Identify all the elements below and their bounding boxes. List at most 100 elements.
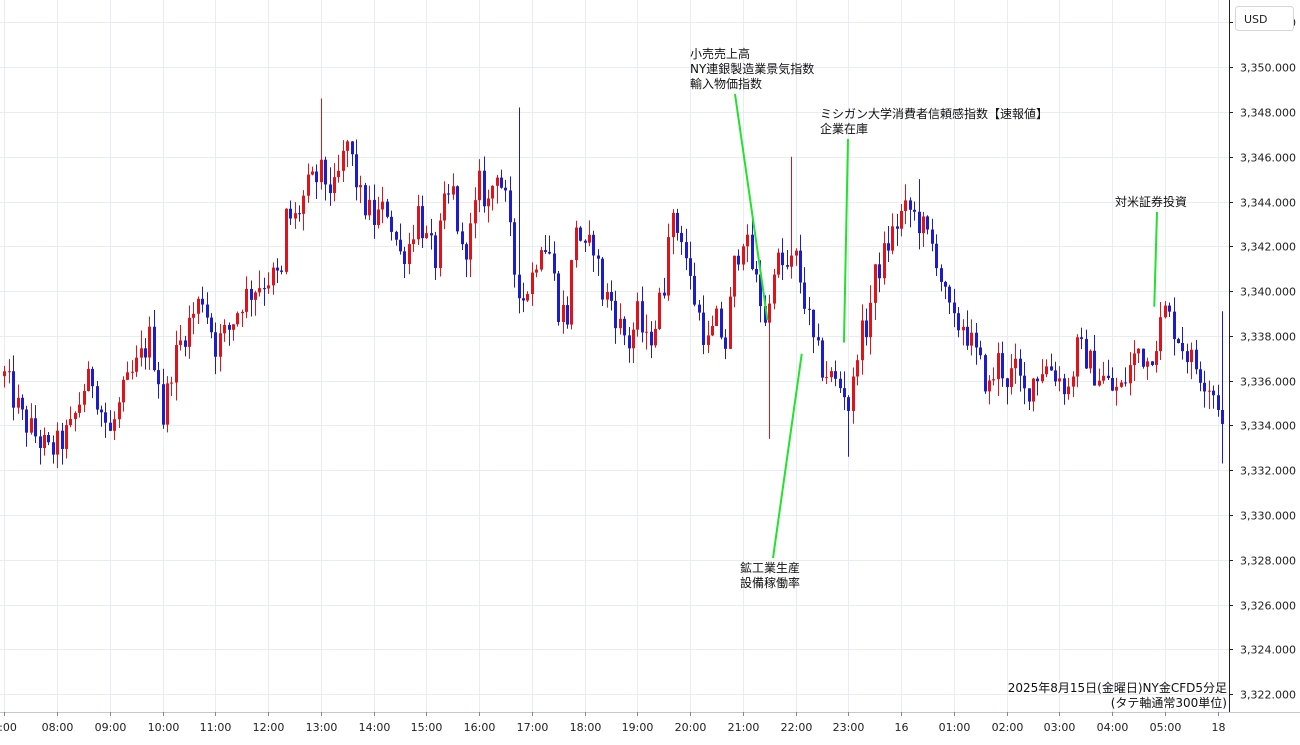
candle [1217, 384, 1220, 417]
candle-body [1063, 378, 1066, 395]
candle-body [755, 268, 758, 275]
candle-body [975, 332, 978, 348]
candle-body [689, 258, 692, 276]
candle [1111, 367, 1114, 392]
candle-body [1067, 386, 1070, 395]
candle-body [1045, 366, 1048, 375]
currency-unit-label: USD [1244, 13, 1268, 26]
candle [944, 280, 947, 300]
candle-body [126, 372, 129, 380]
candle [817, 323, 820, 346]
candle-body [228, 324, 231, 330]
candle-body [1115, 386, 1118, 391]
candle-body [434, 235, 437, 269]
candle [1080, 327, 1083, 350]
candle-body [56, 430, 59, 455]
candle-body [39, 436, 42, 448]
candle-body [597, 255, 600, 259]
candle-body [408, 244, 411, 265]
candle-body [78, 404, 81, 413]
candle-body [30, 418, 33, 433]
candle [1164, 301, 1167, 319]
candle-body [232, 324, 235, 330]
candle [491, 185, 494, 211]
candle-body [118, 402, 121, 420]
candle [474, 187, 477, 239]
candle-body [241, 311, 244, 314]
candle [1063, 373, 1066, 405]
candle-body [645, 331, 648, 333]
candle-body [948, 286, 951, 303]
candle-body [869, 302, 872, 338]
candle-body [91, 368, 94, 387]
candle [214, 322, 217, 375]
candle-body [557, 273, 560, 323]
candle-body [654, 328, 657, 346]
candle [737, 249, 740, 271]
candle-body [214, 332, 217, 357]
candle-body [737, 255, 740, 265]
time-tick-label: 03:00 [1044, 721, 1076, 734]
candle-body [267, 285, 270, 289]
candle-body [483, 170, 486, 207]
candle [606, 283, 609, 308]
currency-unit-button[interactable]: USD [1235, 6, 1294, 31]
candle [298, 205, 301, 222]
candle-body [997, 353, 1000, 380]
candle [1058, 366, 1061, 392]
time-tick-label: 18 [1212, 721, 1226, 734]
candle [685, 228, 688, 271]
candle-body [443, 193, 446, 221]
candle-body [245, 288, 248, 312]
candle [909, 197, 912, 228]
candle-body [390, 216, 393, 232]
candle [122, 376, 125, 412]
candle-body [970, 332, 973, 346]
candle [425, 225, 428, 239]
candle-body [355, 154, 358, 188]
time-axis[interactable]: 7:00 08:00 09:00 10:00 11:00 12:00 13:00 14:00 1… [0, 712, 1226, 734]
candle-body [575, 227, 578, 261]
candle [118, 397, 121, 428]
candle [935, 234, 938, 276]
candle-body [803, 282, 806, 309]
annotation-pointer [842, 138, 849, 343]
candle [351, 140, 354, 167]
candle-body [865, 320, 868, 338]
candle [979, 340, 982, 360]
candle [926, 215, 929, 235]
candle-body [781, 252, 784, 266]
candle [667, 223, 670, 301]
candle [900, 203, 903, 237]
candle [126, 361, 129, 381]
candle [504, 179, 507, 202]
annotation-line: ミシガン大学消費者信頼感指数【速報値】 [820, 106, 1048, 121]
candle-body [504, 187, 507, 191]
candle-body [729, 296, 732, 349]
candle [922, 211, 925, 248]
candle-body [474, 200, 477, 224]
candle-body [197, 298, 200, 314]
candle-body [307, 174, 310, 196]
candle-body [1072, 376, 1075, 387]
candle-body [236, 313, 239, 325]
candle-body [1111, 377, 1114, 391]
candle [408, 232, 411, 275]
candle-body [610, 292, 613, 301]
candle-body [206, 304, 209, 318]
price-axis[interactable]: 3,322.000 3,324.000 3,326.000 3,328.000 3,33… [1229, 17, 1296, 702]
candle-body [1151, 361, 1154, 365]
price-tick-label: 3,334.000 [1240, 420, 1296, 433]
candle [1010, 353, 1013, 395]
candle-body [944, 281, 947, 287]
candle-body [3, 371, 6, 377]
candle [443, 181, 446, 230]
candle-body [386, 201, 389, 217]
candle-body [883, 243, 886, 279]
candle-body [100, 409, 103, 413]
time-tick-label: 17:00 [517, 721, 549, 734]
candle-body [1208, 390, 1211, 392]
candle-body [676, 212, 679, 233]
candle-body [535, 269, 538, 273]
